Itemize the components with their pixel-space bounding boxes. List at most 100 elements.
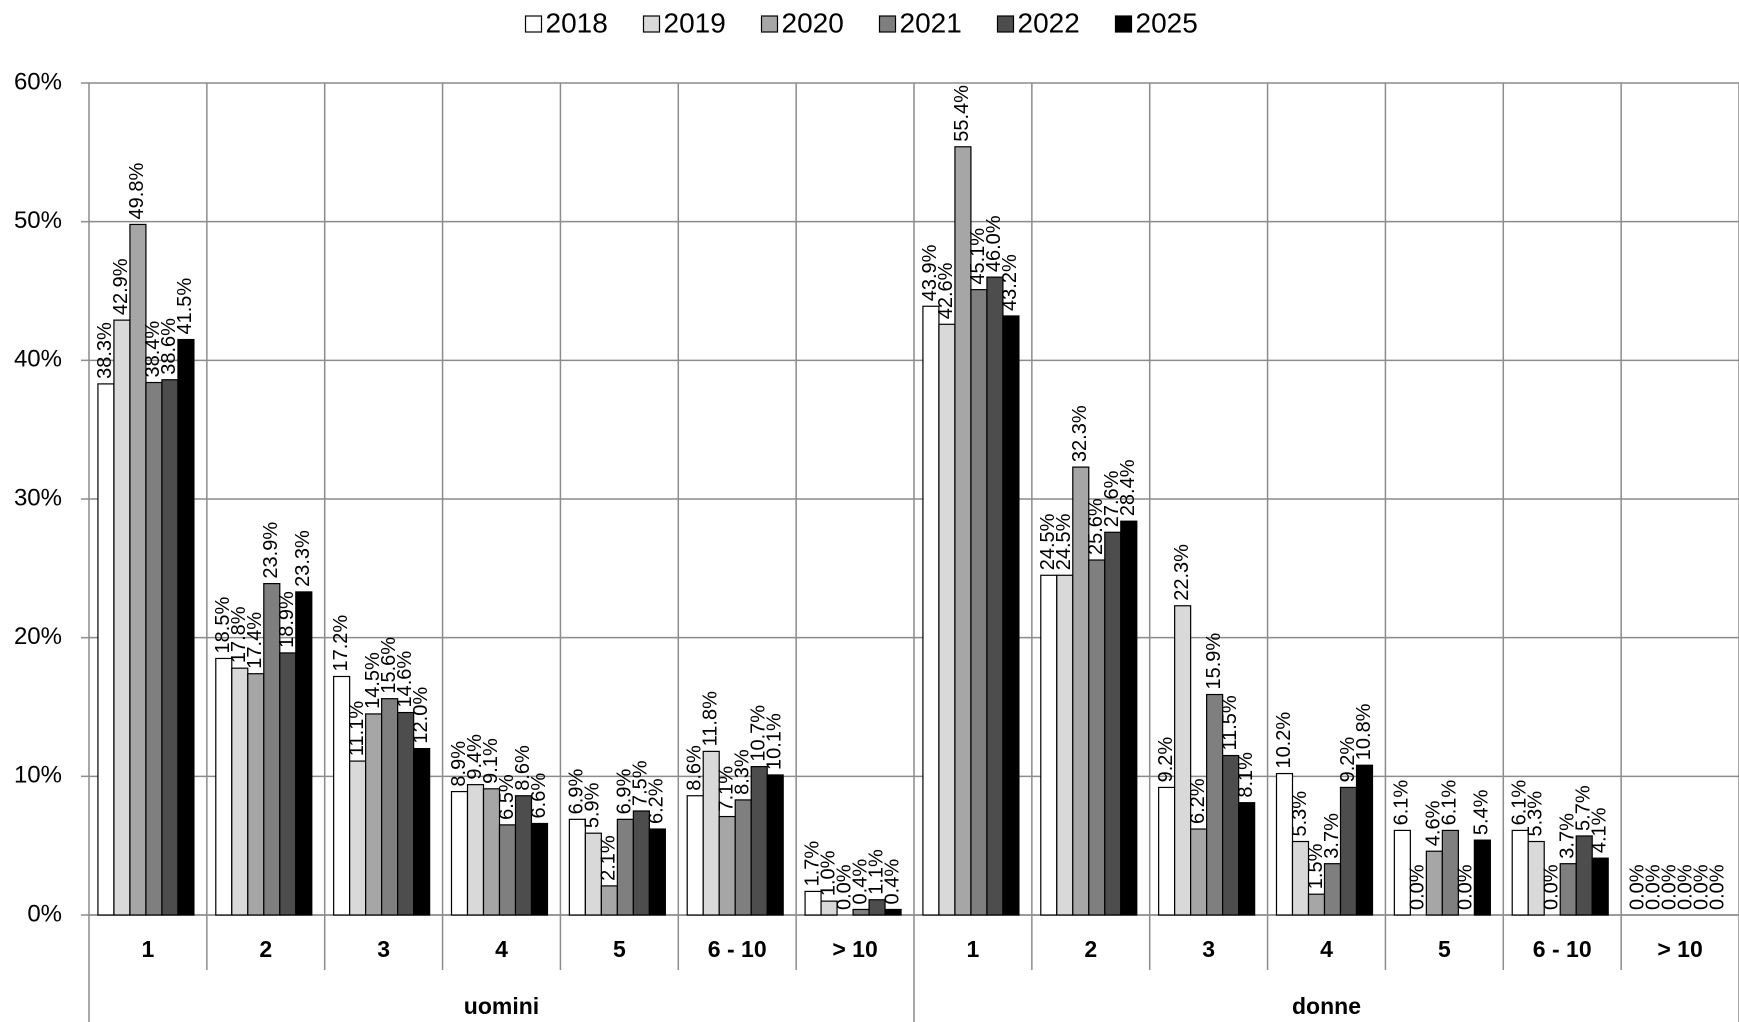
legend-label: 2022 bbox=[1018, 7, 1080, 38]
value-label: 22.3% bbox=[1171, 544, 1193, 601]
bar bbox=[1441, 829, 1459, 916]
legend-swatch bbox=[996, 15, 1015, 33]
value-label: 38.6% bbox=[158, 318, 180, 375]
value-label: 38.4% bbox=[142, 321, 164, 378]
bar bbox=[600, 885, 618, 916]
value-label: 9.1% bbox=[480, 738, 502, 784]
bar bbox=[1527, 840, 1545, 916]
bar bbox=[1425, 850, 1443, 916]
bar bbox=[161, 379, 179, 916]
value-label: 12.0% bbox=[410, 687, 432, 744]
x-tick-label: > 10 bbox=[832, 936, 877, 962]
legend-label: 2019 bbox=[664, 7, 726, 38]
bar bbox=[1323, 863, 1342, 916]
bar bbox=[1355, 764, 1374, 916]
x-tick-label: 6 - 10 bbox=[1533, 936, 1592, 962]
value-label: 8.9% bbox=[448, 741, 470, 787]
value-label: 6.6% bbox=[528, 773, 550, 819]
value-label: 4.1% bbox=[1588, 807, 1610, 853]
value-label: 6.2% bbox=[646, 778, 668, 824]
value-label: 10.2% bbox=[1273, 712, 1295, 769]
value-label: 38.3% bbox=[94, 322, 116, 379]
bar bbox=[1591, 857, 1609, 916]
value-label: 11.5% bbox=[1219, 695, 1241, 750]
bar bbox=[734, 799, 752, 916]
bar bbox=[1559, 863, 1577, 916]
bar bbox=[498, 824, 517, 916]
value-label: 8.6% bbox=[512, 745, 534, 791]
value-label: 5.4% bbox=[1471, 789, 1493, 835]
value-label: 18.5% bbox=[212, 597, 234, 654]
value-label: 24.5% bbox=[1037, 513, 1059, 570]
bar bbox=[1190, 828, 1208, 916]
value-label: 23.3% bbox=[292, 530, 314, 587]
bar bbox=[766, 774, 784, 916]
value-label: 0.0% bbox=[1690, 864, 1712, 910]
value-label: 55.4% bbox=[951, 85, 973, 142]
value-label: 5.3% bbox=[1524, 791, 1546, 837]
value-label: 0.0% bbox=[1658, 864, 1680, 910]
value-label: 5.7% bbox=[1572, 785, 1594, 831]
bar bbox=[530, 822, 549, 916]
x-tick-label: > 10 bbox=[1657, 936, 1702, 962]
value-label: 10.7% bbox=[747, 705, 769, 762]
group-label: uomini bbox=[464, 993, 539, 1019]
value-label: 0.4% bbox=[881, 859, 903, 905]
group-label: donne bbox=[1292, 993, 1361, 1019]
value-label: 5.3% bbox=[1289, 791, 1311, 837]
value-label: 17.2% bbox=[330, 615, 352, 672]
bar bbox=[279, 652, 297, 916]
value-label: 6.9% bbox=[614, 769, 636, 815]
value-label: 3.7% bbox=[1321, 813, 1343, 859]
bar bbox=[750, 766, 768, 916]
value-label: 45.1% bbox=[967, 228, 989, 285]
bar bbox=[718, 815, 736, 916]
value-label: 8.3% bbox=[731, 749, 753, 795]
y-tick-label: 0% bbox=[27, 900, 62, 927]
bar bbox=[349, 760, 367, 916]
legend-label: 2018 bbox=[546, 7, 608, 38]
bar bbox=[852, 908, 870, 916]
value-label: 0.0% bbox=[1706, 864, 1728, 910]
value-label: 0.0% bbox=[833, 864, 855, 910]
value-label: 0.0% bbox=[1642, 864, 1664, 910]
bar bbox=[632, 810, 650, 916]
bar bbox=[1174, 605, 1192, 916]
bar bbox=[295, 591, 313, 916]
legend-swatch bbox=[878, 15, 897, 33]
value-label: 43.9% bbox=[919, 244, 941, 301]
bar bbox=[247, 673, 265, 916]
bar bbox=[686, 795, 704, 916]
x-tick-label: 2 bbox=[1084, 936, 1097, 962]
value-label: 6.2% bbox=[1187, 778, 1209, 824]
value-label: 8.6% bbox=[683, 745, 705, 791]
y-tick-label: 30% bbox=[14, 484, 62, 511]
value-label: 15.9% bbox=[1203, 633, 1225, 690]
value-label: 41.5% bbox=[174, 278, 196, 335]
value-label: 7.1% bbox=[715, 766, 737, 812]
value-label: 42.6% bbox=[935, 262, 957, 319]
value-label: 2.1% bbox=[598, 835, 620, 881]
bar bbox=[450, 790, 469, 916]
y-tick-label: 60% bbox=[14, 68, 62, 95]
value-label: 6.1% bbox=[1439, 780, 1461, 826]
value-label: 1.0% bbox=[817, 850, 839, 896]
value-label: 1.1% bbox=[865, 849, 887, 895]
bar bbox=[922, 305, 940, 916]
bar bbox=[381, 698, 399, 916]
legend: 2018 2019 2020 2021 2022 2025 bbox=[524, 7, 1198, 38]
bar bbox=[1511, 829, 1529, 916]
legend-swatch bbox=[524, 15, 543, 33]
value-label: 0.0% bbox=[1626, 864, 1648, 910]
bar bbox=[1473, 839, 1491, 916]
value-label: 18.9% bbox=[276, 591, 298, 648]
value-label: 6.5% bbox=[496, 774, 518, 820]
bar bbox=[1120, 520, 1138, 916]
legend-swatch bbox=[642, 15, 661, 33]
value-label: 0.0% bbox=[1455, 864, 1477, 910]
x-tick-label: 1 bbox=[142, 936, 155, 962]
value-label: 14.6% bbox=[394, 651, 416, 708]
value-label: 17.8% bbox=[228, 606, 250, 663]
bar bbox=[97, 383, 115, 916]
y-tick-label: 50% bbox=[14, 207, 62, 234]
